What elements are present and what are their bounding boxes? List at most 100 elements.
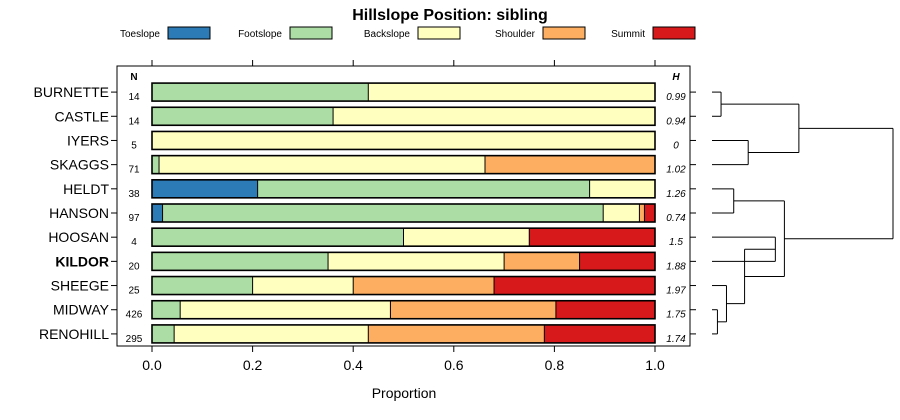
h-value: 1.26: [666, 189, 686, 200]
bar-segment-footslope: [152, 324, 175, 343]
bar-segment-summit: [529, 228, 655, 247]
bar-segment-summit: [555, 300, 655, 319]
bar-segment-summit: [494, 276, 655, 295]
x-axis-title: Proportion: [372, 385, 437, 401]
bar-segment-backslope: [174, 324, 369, 343]
bar-segment-backslope: [333, 107, 655, 126]
bar-segment-backslope: [180, 300, 391, 319]
legend-swatch-toeslope: [167, 26, 211, 40]
bar-outline: [151, 299, 656, 320]
n-value: 4: [131, 237, 137, 248]
bar-segment-footslope: [152, 276, 253, 295]
row-label: KILDOR: [55, 253, 109, 269]
n-value: 20: [128, 261, 140, 272]
row-label: RENOHILL: [39, 326, 109, 342]
bar-segment-toeslope: [152, 179, 258, 198]
legend-swatch-shoulder: [542, 26, 586, 40]
h-value: 1.88: [666, 261, 686, 272]
bar-segment-backslope: [328, 252, 505, 271]
row-label: HANSON: [49, 205, 109, 221]
plot-panel: N H 0.0 0.2 0.4 0.6 0.8 1.0 BURNETTE 14 0.99 CASTLE…: [34, 60, 696, 373]
x-tick-label: 0.8: [545, 357, 565, 373]
bar-segment-shoulder: [353, 276, 495, 295]
n-value: 426: [126, 310, 143, 321]
legend-swatch-summit: [652, 26, 696, 40]
h-column-header: H: [672, 72, 680, 83]
bar-segment-footslope: [152, 252, 329, 271]
h-value: 0: [673, 140, 679, 151]
n-value: 97: [128, 213, 140, 224]
bar-outline: [151, 203, 656, 223]
bar-segment-summit: [579, 252, 655, 271]
bar-segment-backslope: [152, 131, 655, 150]
legend: Toeslope Footslope Backslope Shoulder Summit: [120, 26, 696, 40]
row-label: HELDT: [63, 181, 109, 197]
bar-outline: [151, 130, 656, 151]
bar-segment-backslope: [603, 204, 640, 222]
bar-segment-footslope: [152, 107, 334, 126]
legend-label-toeslope: Toeslope: [120, 29, 160, 40]
x-tick-label: 0.0: [142, 357, 162, 373]
bar-segment-shoulder: [368, 324, 545, 343]
bar-outline: [151, 82, 656, 102]
h-value: 0.74: [666, 213, 686, 224]
bar-segment-footslope: [152, 155, 160, 174]
bar-segment-backslope: [159, 155, 485, 174]
bar-outline: [151, 275, 656, 296]
bar-segment-toeslope: [152, 204, 163, 222]
n-value: 5: [131, 140, 137, 151]
n-value: 14: [128, 92, 140, 103]
x-tick-label: 0.4: [343, 357, 363, 373]
h-value: 0.99: [666, 92, 686, 103]
n-value: 14: [128, 116, 140, 127]
bar-segment-footslope: [152, 83, 369, 102]
legend-label-shoulder: Shoulder: [495, 29, 536, 40]
bar-outline: [151, 227, 656, 247]
n-value: 71: [128, 165, 140, 176]
legend-label-summit: Summit: [611, 29, 645, 40]
bar-outline: [151, 179, 656, 199]
x-tick-label: 1.0: [645, 357, 665, 373]
bar-segment-footslope: [257, 179, 590, 198]
bar-segment-shoulder: [484, 155, 655, 174]
bar-segment-footslope: [152, 228, 404, 247]
legend-swatch-backslope: [417, 26, 461, 40]
row-label: BURNETTE: [34, 84, 109, 100]
row-label: MIDWAY: [53, 302, 110, 318]
bar-outline: [151, 106, 656, 127]
bar-segment-shoulder: [390, 300, 556, 319]
x-tick-label: 0.2: [243, 357, 263, 373]
bar-segment-backslope: [368, 83, 655, 102]
chart-title: Hillslope Position: sibling: [352, 7, 548, 24]
dendrogram: [712, 91, 894, 335]
row-label: IYERS: [67, 132, 109, 148]
h-value: 1.5: [669, 237, 683, 248]
bar-outline: [151, 324, 656, 344]
legend-label-backslope: Backslope: [364, 29, 411, 40]
h-value: 1.02: [666, 165, 686, 176]
panel-border: [116, 65, 691, 347]
row-label: HOOSAN: [48, 229, 109, 245]
row-label: CASTLE: [55, 108, 109, 124]
bar-segment-summit: [644, 204, 655, 222]
h-value: 0.94: [666, 116, 686, 127]
n-value: 38: [128, 189, 140, 200]
bar-segment-footslope: [152, 300, 181, 319]
row-label: SKAGGS: [50, 157, 109, 173]
bar-segment-summit: [544, 324, 655, 343]
bar-segment-backslope: [403, 228, 530, 247]
x-tick-label: 0.6: [444, 357, 464, 373]
h-value: 1.97: [666, 286, 686, 297]
bar-segment-backslope: [252, 276, 354, 295]
h-value: 1.75: [666, 310, 686, 321]
h-value: 1.74: [666, 334, 686, 345]
legend-swatch-footslope: [289, 26, 333, 40]
n-column-header: N: [130, 72, 137, 83]
bar-outline: [151, 154, 656, 175]
legend-label-footslope: Footslope: [238, 29, 282, 40]
n-value: 295: [126, 334, 143, 345]
bar-segment-shoulder: [504, 252, 580, 271]
bar-segment-backslope: [589, 179, 655, 198]
bar-segment-footslope: [162, 204, 604, 222]
